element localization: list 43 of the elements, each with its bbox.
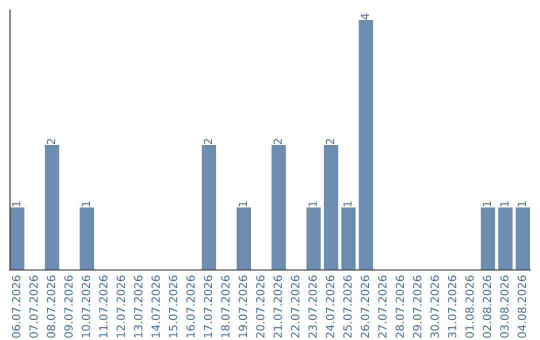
- x-tick-label: 22.07.2026: [290, 276, 300, 338]
- x-tick-label: 10.07.2026: [82, 276, 90, 338]
- data-label: 2: [46, 139, 56, 144]
- x-tick-label: 27.07.2026: [378, 276, 387, 338]
- x-tick-label: 18.07.2026: [221, 276, 230, 338]
- x-tick-label: 29.07.2026: [413, 276, 422, 338]
- x-tick-label: 15.07.2026: [168, 276, 178, 338]
- x-tick-label: 20.07.2026: [256, 276, 265, 338]
- data-label: 2: [274, 139, 282, 144]
- x-tick-label: 28.07.2026: [396, 276, 404, 338]
- data-label: 1: [482, 201, 492, 206]
- data-label: 1: [12, 201, 20, 206]
- x-tick-label: 14.07.2026: [151, 276, 160, 338]
- data-label: 1: [500, 201, 508, 206]
- x-tick-label: 31.07.2026: [448, 276, 456, 338]
- x-tick-label: 07.07.2026: [29, 276, 38, 338]
- x-tick-label: 26.07.2026: [360, 276, 370, 338]
- x-tick-label: 06.07.2026: [12, 276, 20, 338]
- x-tick-label: 24.07.2026: [326, 276, 334, 338]
- x-tick-label: 16.07.2026: [186, 276, 195, 338]
- x-tick-label: 17.07.2026: [204, 276, 212, 338]
- x-tick-label: 13.07.2026: [134, 276, 142, 338]
- x-tick-label: 23.07.2026: [308, 276, 317, 338]
- data-label: 2: [326, 139, 334, 144]
- x-tick-label: 11.07.2026: [99, 276, 108, 338]
- data-label: 1: [343, 201, 352, 206]
- x-tick-label: 08.07.2026: [46, 276, 56, 338]
- x-tick-label: 25.07.2026: [343, 276, 352, 338]
- data-label: 1: [82, 201, 90, 206]
- x-tick-label: 21.07.2026: [274, 276, 282, 338]
- x-tick-label: 12.07.2026: [116, 276, 125, 338]
- x-tick-label: 02.08.2026: [482, 276, 492, 338]
- x-tick-label: 03.08.2026: [500, 276, 509, 338]
- data-label: 4: [360, 14, 369, 20]
- data-label: 1: [238, 201, 247, 206]
- data-label: 1: [518, 201, 526, 206]
- data-label: 1: [308, 201, 317, 206]
- x-tick-label: 19.07.2026: [238, 276, 248, 338]
- x-tick-label: 09.07.2026: [64, 276, 73, 338]
- data-label: 2: [204, 139, 212, 144]
- x-tick-label: 01.08.2026: [465, 276, 474, 338]
- x-tick-label: 04.08.2026: [518, 276, 526, 338]
- x-tick-label: 30.07.2026: [430, 276, 439, 338]
